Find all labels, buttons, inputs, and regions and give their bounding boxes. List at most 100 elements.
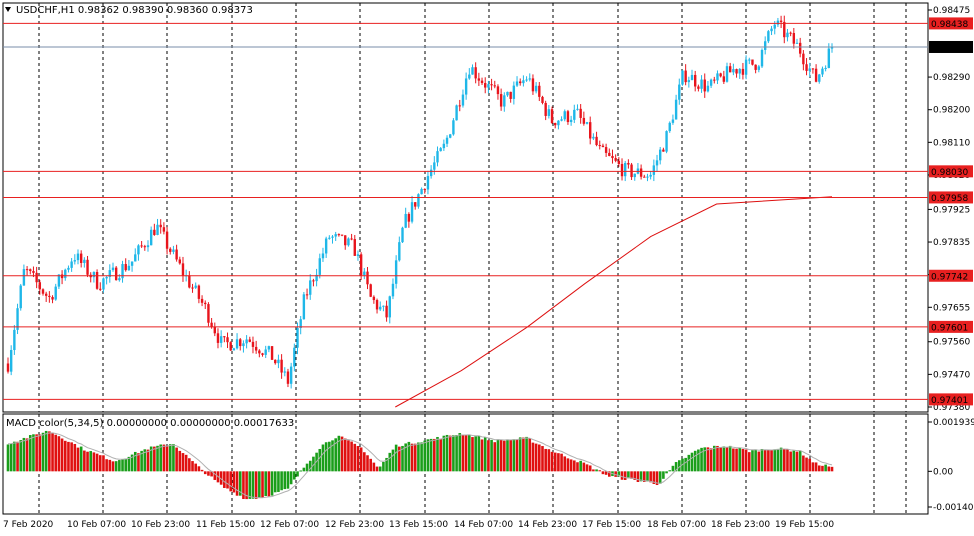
candle-body [331, 236, 334, 238]
candle-body [528, 78, 531, 80]
macd-bar [487, 440, 490, 472]
candle-body [538, 85, 541, 97]
y-tick-label: 0.97470 [933, 370, 970, 380]
macd-bar [35, 434, 38, 472]
candle-body [114, 267, 118, 281]
macd-bar [124, 458, 128, 472]
x-tick-label: 13 Feb 15:00 [389, 520, 448, 530]
macd-bar [795, 451, 799, 472]
macd-bar [697, 449, 700, 472]
macd-bar [127, 456, 131, 472]
candle-body [92, 272, 96, 278]
y-tick-label: 0.97655 [933, 303, 970, 313]
macd-histogram-group [6, 430, 834, 500]
macd-bar [105, 459, 108, 472]
candle-body [506, 91, 509, 96]
macd-bar [534, 443, 538, 472]
candle-body [449, 134, 452, 138]
macd-bar [130, 454, 134, 472]
macd-bar [28, 435, 32, 472]
macd-bar [79, 446, 83, 472]
macd-bar [738, 447, 742, 472]
candle-body [490, 84, 493, 86]
macd-bar [296, 471, 299, 477]
candle-body [827, 48, 831, 68]
candle-body [223, 336, 226, 338]
candle-body [216, 333, 220, 343]
macd-bar [744, 449, 748, 472]
candle-body [76, 253, 80, 261]
x-tick-label: 17 Feb 15:00 [582, 520, 641, 530]
candle-body [455, 105, 458, 121]
macd-bar [439, 438, 442, 472]
candle-body [165, 231, 169, 249]
candle-body [573, 109, 576, 120]
candle-body [369, 284, 372, 297]
candle-body [550, 109, 554, 124]
candle-body [509, 91, 512, 99]
candle-body [54, 286, 57, 300]
macd-bar [538, 444, 541, 472]
macd-bar [191, 461, 194, 472]
candle-body [181, 263, 185, 276]
macd-bar [6, 444, 10, 472]
candle-body [118, 278, 121, 281]
macd-bar [627, 471, 630, 479]
macd-bar [16, 441, 19, 472]
macd-bar [719, 447, 722, 472]
macd-bar [41, 432, 45, 472]
candle-body [25, 269, 29, 271]
candle-body [649, 174, 652, 177]
macd-bar [242, 471, 245, 500]
macd-bar [121, 459, 124, 472]
candle-body [121, 264, 124, 279]
macd-bar [140, 450, 143, 472]
candle-body [735, 69, 738, 74]
y-tick-label: 0.98110 [933, 138, 970, 148]
macd-bar [76, 447, 80, 472]
macd-bar [633, 471, 637, 480]
candle-body [534, 85, 538, 92]
candle-body [153, 229, 156, 235]
candle-body [347, 238, 350, 246]
x-tick-label: 7 Feb 2020 [3, 520, 54, 530]
candle-body [130, 261, 134, 266]
level-price-label: 0.97958 [931, 194, 968, 204]
candle-body [802, 53, 805, 65]
current-price-tag [929, 40, 973, 53]
macd-bar [493, 442, 497, 472]
candle-body [452, 120, 455, 135]
candle-body [159, 224, 162, 228]
macd-bar [573, 460, 576, 472]
macd-bar [54, 434, 58, 472]
macd-bar [299, 470, 302, 472]
candle-body [41, 289, 45, 294]
macd-bar [369, 458, 372, 472]
macd-bar [178, 450, 182, 472]
candle-body [582, 117, 586, 124]
candle-body [235, 339, 239, 349]
x-tick-label: 18 Feb 07:00 [647, 520, 706, 530]
candle-body [512, 85, 516, 99]
candle-body [274, 359, 277, 364]
macd-bar [210, 471, 213, 477]
macd-bar [786, 449, 789, 472]
level-price-tag [929, 17, 973, 30]
x-tick-label: 14 Feb 23:00 [518, 520, 577, 530]
candle-body [146, 245, 150, 248]
candle-body [270, 346, 274, 360]
candle-body [293, 347, 296, 367]
candles-group [6, 15, 834, 389]
macd-bar [693, 450, 697, 472]
macd-bar [636, 471, 640, 482]
candle-body [763, 41, 767, 50]
candle-body [461, 94, 465, 106]
macd-bar [623, 471, 627, 480]
candle-body [67, 267, 70, 270]
candle-body [690, 74, 694, 81]
candle-body [487, 84, 490, 88]
macd-bar [649, 471, 652, 483]
y-tick-label: 0.97560 [933, 338, 970, 348]
macd-bar [677, 460, 681, 472]
